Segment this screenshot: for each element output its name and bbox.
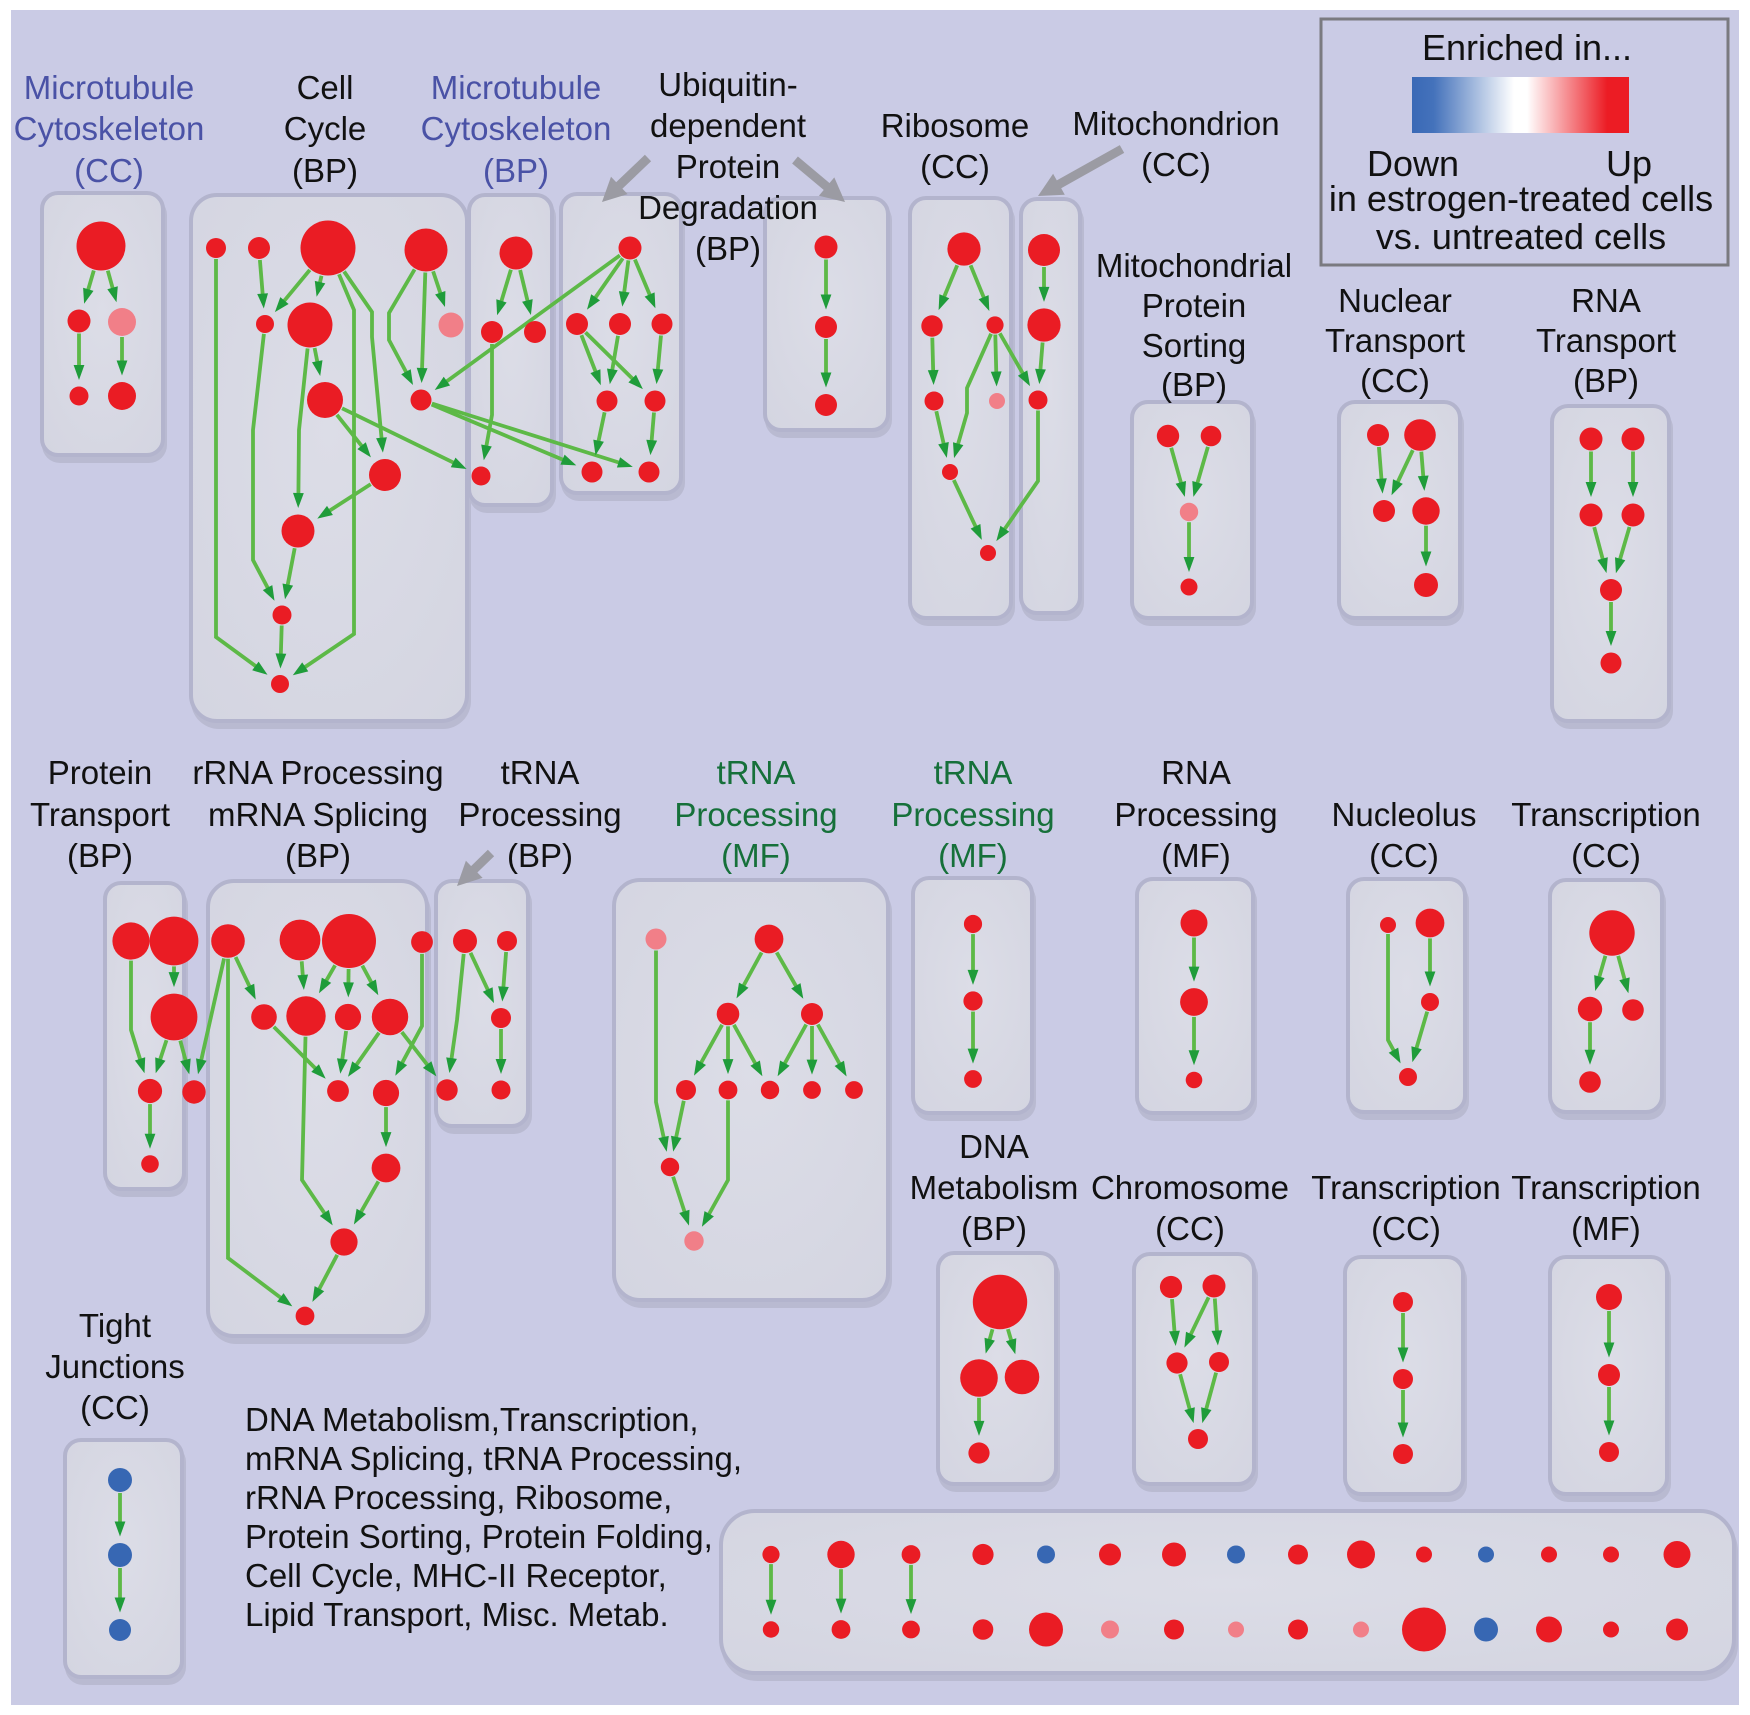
svg-text:(BP): (BP) [1161, 366, 1227, 403]
svg-text:(CC): (CC) [1571, 837, 1641, 874]
svg-text:(CC): (CC) [80, 1389, 150, 1426]
svg-text:(MF): (MF) [1161, 837, 1231, 874]
svg-text:Metabolism: Metabolism [910, 1169, 1079, 1206]
svg-text:Microtubule: Microtubule [24, 69, 195, 106]
svg-text:(BP): (BP) [483, 152, 549, 189]
svg-text:Junctions: Junctions [45, 1348, 184, 1385]
svg-text:(MF): (MF) [938, 837, 1008, 874]
svg-text:(BP): (BP) [292, 152, 358, 189]
svg-text:Up: Up [1606, 143, 1652, 184]
svg-text:DNA: DNA [959, 1128, 1029, 1165]
svg-text:(CC): (CC) [1155, 1210, 1225, 1247]
svg-text:Microtubule: Microtubule [431, 69, 602, 106]
svg-text:mRNA Splicing: mRNA Splicing [208, 796, 428, 833]
svg-text:RNA: RNA [1571, 282, 1641, 319]
svg-text:rRNA Processing: rRNA Processing [192, 754, 443, 791]
svg-text:dependent: dependent [650, 107, 806, 144]
svg-text:Degradation: Degradation [638, 189, 818, 226]
svg-text:Chromosome: Chromosome [1091, 1169, 1289, 1206]
svg-text:Mitochondrial: Mitochondrial [1096, 247, 1292, 284]
svg-text:RNA: RNA [1161, 754, 1231, 791]
svg-text:Transport: Transport [1325, 322, 1465, 359]
svg-text:Cytoskeleton: Cytoskeleton [421, 110, 612, 147]
svg-text:(CC): (CC) [1360, 362, 1430, 399]
svg-text:Sorting: Sorting [1142, 327, 1247, 364]
svg-text:Processing: Processing [891, 796, 1054, 833]
svg-text:Transcription: Transcription [1511, 796, 1701, 833]
svg-text:(MF): (MF) [1571, 1210, 1641, 1247]
svg-text:DNA Metabolism,Transcription,: DNA Metabolism,Transcription, [245, 1401, 699, 1438]
svg-text:Nuclear: Nuclear [1338, 282, 1452, 319]
svg-text:Cycle: Cycle [284, 110, 367, 147]
svg-text:Processing: Processing [674, 796, 837, 833]
svg-text:Protein: Protein [676, 148, 781, 185]
svg-text:(CC): (CC) [1369, 837, 1439, 874]
svg-text:Transcription: Transcription [1511, 1169, 1701, 1206]
svg-text:Lipid Transport, Misc. Metab.: Lipid Transport, Misc. Metab. [245, 1596, 669, 1633]
svg-text:Nucleolus: Nucleolus [1332, 796, 1477, 833]
svg-text:Cytoskeleton: Cytoskeleton [14, 110, 205, 147]
svg-text:(CC): (CC) [1371, 1210, 1441, 1247]
svg-text:tRNA: tRNA [501, 754, 580, 791]
svg-text:in estrogen-treated cells: in estrogen-treated cells [1329, 178, 1713, 219]
svg-text:mRNA Splicing, tRNA Processing: mRNA Splicing, tRNA Processing, [245, 1440, 742, 1477]
svg-text:(MF): (MF) [721, 837, 791, 874]
svg-text:Transport: Transport [30, 796, 170, 833]
svg-text:(BP): (BP) [285, 837, 351, 874]
svg-text:Down: Down [1367, 143, 1459, 184]
svg-text:Tight: Tight [79, 1307, 151, 1344]
svg-text:(BP): (BP) [695, 230, 761, 267]
svg-text:(CC): (CC) [74, 152, 144, 189]
svg-text:(CC): (CC) [1141, 146, 1211, 183]
svg-text:Enriched in...: Enriched in... [1422, 27, 1632, 68]
svg-text:Mitochondrion: Mitochondrion [1072, 105, 1279, 142]
svg-text:Protein: Protein [48, 754, 153, 791]
svg-text:tRNA: tRNA [717, 754, 796, 791]
svg-text:vs. untreated cells: vs. untreated cells [1376, 216, 1666, 257]
svg-text:Ubiquitin-: Ubiquitin- [658, 66, 797, 103]
svg-text:tRNA: tRNA [934, 754, 1013, 791]
svg-text:(BP): (BP) [961, 1210, 1027, 1247]
svg-text:Cell: Cell [297, 69, 354, 106]
svg-text:Processing: Processing [1114, 796, 1277, 833]
svg-text:Transcription: Transcription [1311, 1169, 1501, 1206]
svg-text:Protein: Protein [1142, 287, 1247, 324]
svg-text:Ribosome: Ribosome [881, 107, 1030, 144]
svg-text:rRNA Processing, Ribosome,: rRNA Processing, Ribosome, [245, 1479, 672, 1516]
svg-text:Transport: Transport [1536, 322, 1676, 359]
svg-text:Cell Cycle, MHC-II Receptor,: Cell Cycle, MHC-II Receptor, [245, 1557, 667, 1594]
svg-text:(BP): (BP) [1573, 362, 1639, 399]
svg-text:(BP): (BP) [67, 837, 133, 874]
svg-text:Processing: Processing [458, 796, 621, 833]
svg-text:(CC): (CC) [920, 148, 990, 185]
svg-text:Protein Sorting, Protein Foldi: Protein Sorting, Protein Folding, [245, 1518, 713, 1555]
svg-text:(BP): (BP) [507, 837, 573, 874]
